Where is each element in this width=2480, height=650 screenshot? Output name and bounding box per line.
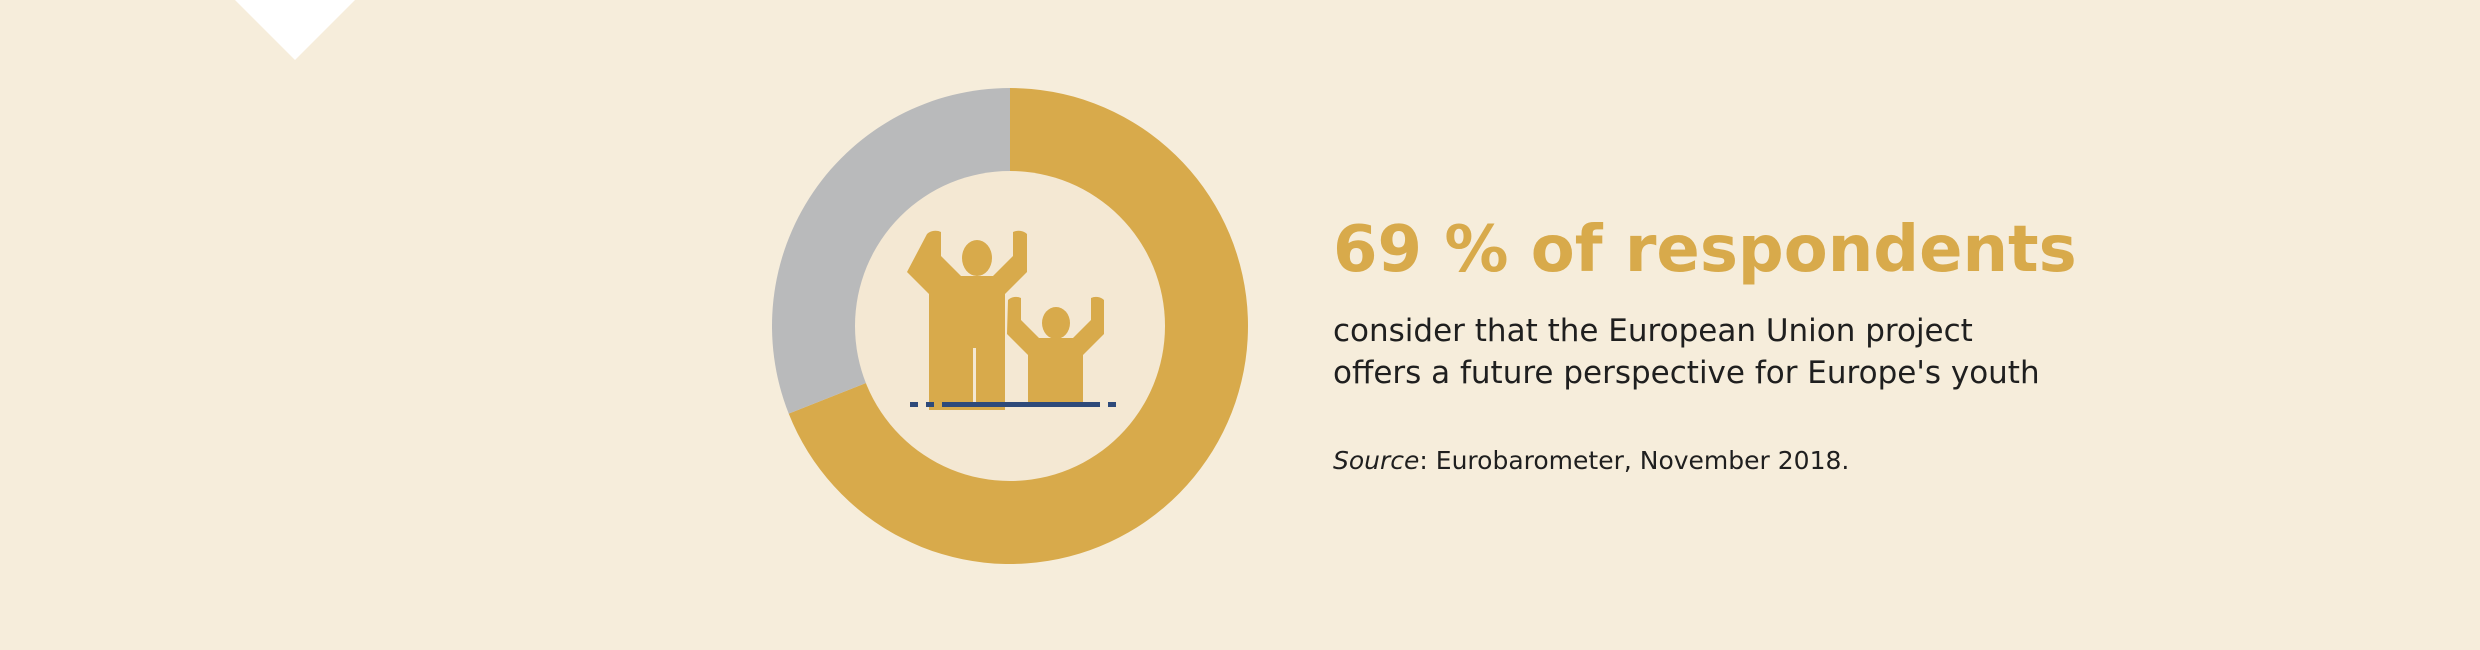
source-note: Source: Eurobarometer, November 2018. bbox=[1333, 446, 1849, 475]
source-text: : Eurobarometer, November 2018. bbox=[1419, 446, 1850, 475]
corner-notch-decoration bbox=[235, 0, 355, 60]
headline-value: 69 bbox=[1333, 213, 1423, 287]
headline-suffix: % of respondents bbox=[1422, 213, 2077, 287]
description: consider that the European Union project… bbox=[1333, 310, 2133, 394]
description-line-2: offers a future perspective for Europe's… bbox=[1333, 355, 2040, 391]
source-label: Source bbox=[1333, 446, 1420, 475]
description-line-1: consider that the European Union project bbox=[1333, 313, 1973, 349]
stat-text-block: 69 % of respondents consider that the Eu… bbox=[1333, 218, 2077, 475]
ground-line bbox=[910, 402, 1116, 407]
headline: 69 % of respondents bbox=[1333, 218, 2077, 282]
two-people-raising-arms-icon bbox=[907, 230, 1104, 410]
donut-chart bbox=[772, 88, 1248, 565]
